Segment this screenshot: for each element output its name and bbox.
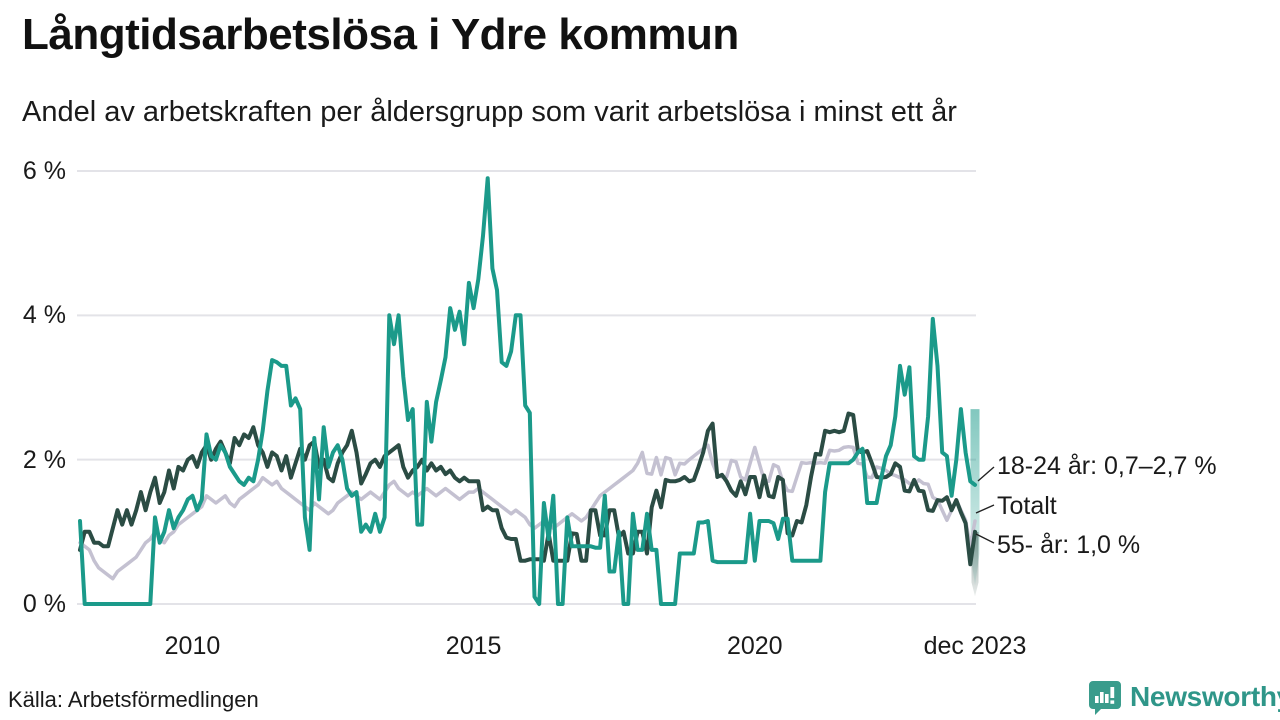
x-tick-label: 2015 (445, 632, 502, 660)
annotation-connector (977, 466, 995, 482)
end-label-55plus: 55- år: 1,0 % (997, 531, 1141, 559)
y-tick-label: 4 % (22, 301, 66, 330)
page-title: Långtidsarbetslösa i Ydre kommun (22, 10, 739, 59)
y-tick-label: 0 % (22, 590, 66, 618)
y-tick-label: 6 % (22, 157, 66, 185)
x-tick-label: 2010 (164, 632, 221, 660)
annotation-connector (975, 504, 995, 514)
newsworthy-logo-icon (1089, 681, 1121, 715)
end-label-totalt: Totalt (997, 492, 1057, 520)
chart-subtitle: Andel av arbetskraften per åldersgrupp s… (22, 96, 957, 128)
annotation-connector (975, 533, 995, 544)
newsworthy-logo-text: Newsworthy (1130, 681, 1280, 712)
y-tick-label: 2 % (22, 445, 66, 474)
source-note: Källa: Arbetsförmedlingen (8, 687, 259, 712)
x-tick-label: 2020 (726, 632, 783, 660)
x-tick-label: dec 2023 (923, 632, 1027, 660)
series-line (78, 443, 977, 581)
series-line (78, 411, 977, 567)
newsworthy-logo: Newsworthy (1087, 679, 1280, 715)
end-label-18-24: 18-24 år: 0,7–2,7 % (997, 452, 1217, 480)
series-line (78, 176, 977, 606)
